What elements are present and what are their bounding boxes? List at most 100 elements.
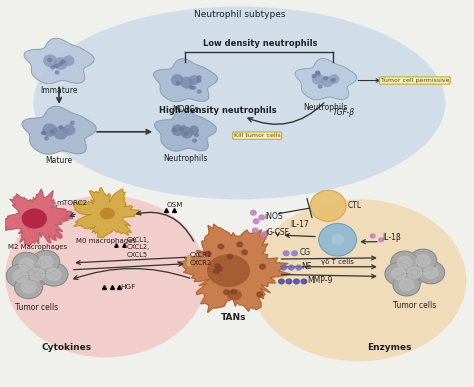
- Circle shape: [182, 126, 186, 129]
- Circle shape: [400, 279, 414, 291]
- Text: CXCR1
CXCR2: CXCR1 CXCR2: [189, 252, 211, 266]
- Circle shape: [55, 71, 59, 74]
- Circle shape: [286, 279, 292, 284]
- Text: TGF-β: TGF-β: [333, 108, 355, 117]
- Circle shape: [197, 90, 201, 93]
- Circle shape: [301, 279, 307, 284]
- Circle shape: [197, 76, 201, 79]
- Circle shape: [184, 132, 188, 135]
- Text: iNOS: iNOS: [264, 212, 283, 221]
- Ellipse shape: [63, 55, 74, 66]
- Circle shape: [253, 219, 259, 224]
- Circle shape: [21, 281, 36, 293]
- Circle shape: [61, 60, 65, 63]
- Polygon shape: [22, 106, 96, 154]
- Ellipse shape: [172, 125, 184, 136]
- Circle shape: [391, 251, 418, 274]
- Polygon shape: [177, 224, 291, 313]
- Text: CTL: CTL: [348, 201, 362, 211]
- Circle shape: [261, 232, 266, 237]
- Circle shape: [316, 72, 320, 75]
- Text: G-CSF: G-CSF: [266, 228, 290, 236]
- Circle shape: [50, 130, 54, 133]
- Ellipse shape: [207, 254, 250, 287]
- Circle shape: [257, 292, 263, 297]
- Text: Tumor cells: Tumor cells: [16, 303, 59, 312]
- Polygon shape: [319, 224, 356, 256]
- Circle shape: [46, 269, 61, 281]
- Circle shape: [189, 86, 193, 89]
- Circle shape: [379, 238, 383, 242]
- Text: TANs: TANs: [221, 313, 246, 322]
- Ellipse shape: [22, 209, 47, 229]
- Circle shape: [23, 263, 51, 286]
- Circle shape: [176, 81, 180, 84]
- Circle shape: [59, 62, 63, 65]
- Text: IL-17: IL-17: [290, 220, 309, 229]
- Circle shape: [393, 274, 420, 296]
- Ellipse shape: [54, 126, 68, 140]
- Circle shape: [370, 234, 375, 238]
- Text: M0 macrophages: M0 macrophages: [76, 238, 136, 244]
- Circle shape: [292, 251, 297, 255]
- Text: γδ T cells: γδ T cells: [321, 259, 354, 265]
- Ellipse shape: [312, 73, 324, 85]
- Circle shape: [410, 249, 437, 272]
- Ellipse shape: [54, 57, 68, 70]
- Circle shape: [392, 268, 406, 279]
- Ellipse shape: [227, 289, 242, 300]
- Circle shape: [59, 126, 63, 129]
- Circle shape: [192, 139, 196, 142]
- Circle shape: [224, 290, 229, 295]
- Circle shape: [205, 251, 211, 256]
- Text: Kill tumor cells: Kill tumor cells: [234, 133, 281, 138]
- Text: Tumor cell permissive: Tumor cell permissive: [381, 78, 449, 83]
- Circle shape: [12, 252, 40, 276]
- Circle shape: [408, 267, 422, 278]
- Circle shape: [214, 269, 219, 274]
- Circle shape: [312, 74, 316, 77]
- Circle shape: [319, 85, 322, 88]
- Circle shape: [42, 132, 46, 135]
- Text: Immature: Immature: [40, 86, 78, 95]
- Ellipse shape: [329, 74, 339, 84]
- Circle shape: [15, 276, 43, 298]
- Circle shape: [55, 65, 58, 68]
- Circle shape: [38, 256, 53, 268]
- Polygon shape: [24, 38, 94, 84]
- Circle shape: [45, 137, 48, 140]
- Circle shape: [227, 254, 233, 259]
- Circle shape: [397, 257, 411, 268]
- Circle shape: [251, 211, 256, 215]
- Text: Neutrophils: Neutrophils: [163, 154, 208, 163]
- Ellipse shape: [251, 199, 466, 361]
- Ellipse shape: [5, 195, 207, 357]
- Circle shape: [252, 228, 258, 233]
- Text: Enzymes: Enzymes: [367, 343, 411, 353]
- Ellipse shape: [189, 75, 200, 85]
- Text: HGF: HGF: [120, 284, 135, 290]
- Circle shape: [40, 263, 68, 286]
- Polygon shape: [1, 189, 73, 245]
- Polygon shape: [155, 110, 216, 151]
- Text: Neutrophil subtypes: Neutrophil subtypes: [193, 10, 285, 19]
- Circle shape: [416, 255, 430, 266]
- Circle shape: [259, 215, 264, 220]
- Ellipse shape: [33, 7, 445, 199]
- Text: MDSCs: MDSCs: [172, 105, 199, 114]
- Circle shape: [13, 270, 27, 282]
- Ellipse shape: [42, 123, 57, 137]
- Text: High density neutrophils: High density neutrophils: [159, 106, 277, 115]
- Circle shape: [215, 264, 220, 269]
- Circle shape: [242, 250, 247, 255]
- Circle shape: [195, 134, 199, 137]
- Polygon shape: [154, 59, 218, 102]
- Circle shape: [71, 122, 74, 125]
- Circle shape: [296, 265, 301, 270]
- Circle shape: [197, 79, 201, 82]
- Circle shape: [6, 264, 35, 287]
- Circle shape: [179, 128, 182, 131]
- Ellipse shape: [171, 74, 184, 86]
- Text: CXCL1,
CXCL2,
CXCL5: CXCL1, CXCL2, CXCL5: [127, 237, 150, 258]
- Circle shape: [173, 128, 176, 132]
